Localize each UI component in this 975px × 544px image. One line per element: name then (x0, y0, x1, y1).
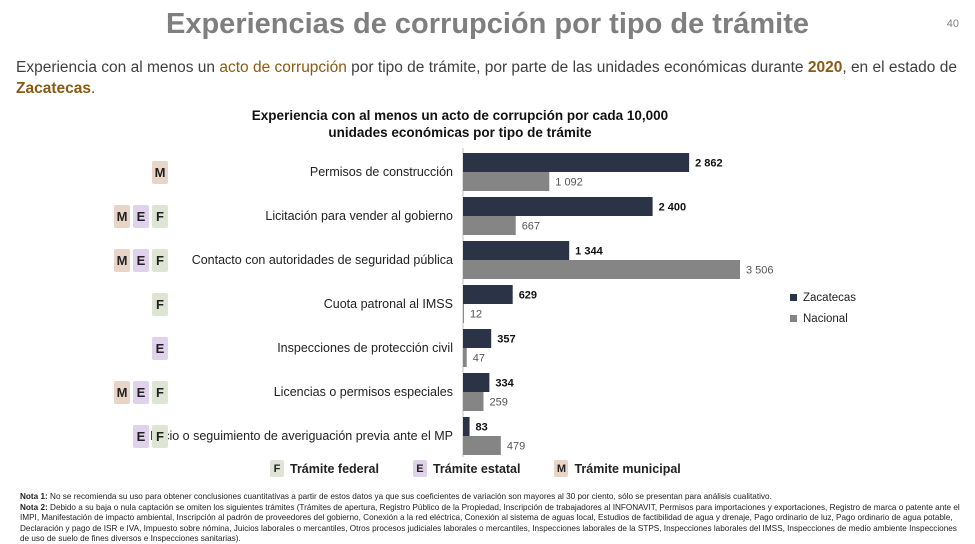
tramite-badge-e: E (133, 205, 149, 228)
tramite-badge-f: F (152, 381, 168, 404)
key-item-estatal: E Trámite estatal (412, 460, 521, 477)
bar-zacatecas (463, 285, 513, 304)
slide-title: Experiencias de corrupción por tipo de t… (166, 8, 809, 40)
bar-chart: 2 862 1 092 2 400 667 1 344 3 506 629 12 357 47 33… (462, 148, 774, 457)
chart-legend: Zacatecas Nacional (790, 287, 856, 329)
subtitle-highlight-corruption: acto de corrupción (219, 59, 347, 76)
subtitle: Experiencia con al menos un acto de corr… (16, 57, 961, 99)
bar-nacional (463, 304, 464, 323)
data-label-nacional: 667 (522, 221, 540, 233)
data-label-nacional: 3 506 (746, 265, 774, 277)
category-label: Licencias o permisos especiales (273, 385, 453, 399)
tramite-badge-m: M (152, 161, 168, 184)
bar-nacional (463, 348, 467, 367)
page-number: 40 (946, 18, 959, 30)
legend-swatch-zacatecas (790, 294, 797, 301)
legend-swatch-nacional (790, 315, 797, 322)
tramite-badge-f: F (152, 249, 168, 272)
tramite-badge-group: F (152, 293, 168, 316)
subtitle-text-2: por tipo de trámite, por parte de las un… (346, 59, 808, 76)
nota-2-label: Nota 2: (20, 502, 48, 512)
tramite-badge-e: E (133, 381, 149, 404)
data-label-nacional: 1 092 (555, 177, 583, 189)
tramite-badge-m: M (114, 381, 130, 404)
key-badge-estatal: E (412, 460, 427, 477)
tramite-badge-m: M (114, 205, 130, 228)
bar-nacional (463, 392, 484, 411)
data-label-zacatecas: 629 (519, 290, 537, 302)
key-item-federal: F Trámite federal (270, 460, 379, 477)
nota-1: Nota 1: No se recomienda su uso para obt… (20, 492, 960, 503)
legend-label-zacatecas: Zacatecas (803, 291, 857, 304)
bar-zacatecas (463, 153, 690, 172)
tramite-badge-f: F (152, 205, 168, 228)
bar-zacatecas (463, 417, 470, 436)
category-label: Inicio o seguimiento de averiguación pre… (150, 429, 453, 443)
bar-nacional (463, 172, 550, 191)
data-label-nacional: 259 (489, 397, 507, 409)
key-label-municipal: Trámite municipal (574, 461, 681, 476)
category-label: Permisos de construcción (309, 165, 453, 179)
tramite-badge-m: M (114, 249, 130, 272)
data-label-nacional: 479 (507, 441, 525, 453)
subtitle-highlight-state: Zacatecas (16, 80, 91, 97)
key-label-estatal: Trámite estatal (432, 461, 521, 476)
nota-1-text: No se recomienda su uso para obtener con… (47, 492, 772, 501)
bar-zacatecas (463, 373, 490, 392)
nota-1-label: Nota 1: (20, 492, 48, 501)
data-label-zacatecas: 83 (476, 422, 488, 434)
tramite-badge-group: E (152, 337, 168, 360)
key-label-federal: Trámite federal (290, 461, 379, 476)
subtitle-highlight-year: 2020 (807, 59, 843, 76)
category-label: Contacto con autoridades de seguridad pú… (191, 253, 453, 267)
data-label-nacional: 12 (470, 309, 482, 321)
nota-2-text: Debido a su baja o nula captación se omi… (20, 502, 960, 544)
tramite-badge-e: E (152, 337, 168, 360)
tramite-badge-e: E (133, 425, 149, 448)
subtitle-text-3: , en el estado de (842, 59, 957, 76)
legend-item-nacional: Nacional (790, 308, 856, 329)
key-item-municipal: M Trámite municipal (554, 460, 681, 477)
legend-item-zacatecas: Zacatecas (790, 287, 856, 308)
tramite-badge-f: F (152, 293, 168, 316)
nota-2: Nota 2: Debido a su baja o nula captació… (20, 503, 960, 544)
bar-zacatecas (463, 329, 492, 348)
data-label-zacatecas: 1 344 (575, 246, 603, 258)
key-badge-federal: F (270, 460, 284, 477)
subtitle-text-4: . (90, 80, 96, 97)
footnotes: Nota 1: No se recomienda su uso para obt… (20, 492, 960, 544)
bar-nacional (463, 260, 740, 279)
tramite-badge-f: F (152, 425, 168, 448)
bar-nacional (463, 436, 501, 455)
legend-label-nacional: Nacional (803, 312, 848, 325)
subtitle-text-1: Experiencia con al menos un (16, 59, 220, 76)
data-label-nacional: 47 (473, 353, 485, 365)
tramite-key: F Trámite federal E Trámite estatal M Tr… (270, 460, 715, 477)
category-label: Inspecciones de protección civil (277, 341, 453, 355)
bar-zacatecas (463, 241, 570, 260)
tramite-badge-group: M (152, 161, 168, 184)
chart-title-line-2: unidades económicas por tipo de trámite (328, 125, 592, 140)
chart-title: Experiencia con al menos un acto de corr… (230, 107, 690, 141)
bar-zacatecas (463, 197, 653, 216)
category-label: Licitación para vender al gobierno (265, 209, 453, 223)
key-badge-municipal: M (554, 460, 569, 477)
data-label-zacatecas: 334 (495, 378, 514, 390)
data-label-zacatecas: 2 400 (659, 202, 687, 214)
data-label-zacatecas: 357 (497, 334, 515, 346)
tramite-badge-e: E (133, 249, 149, 272)
category-label: Cuota patronal al IMSS (323, 297, 453, 311)
chart-title-line-1: Experiencia con al menos un acto de corr… (251, 108, 669, 123)
data-label-zacatecas: 2 862 (695, 158, 723, 170)
bar-nacional (463, 216, 516, 235)
